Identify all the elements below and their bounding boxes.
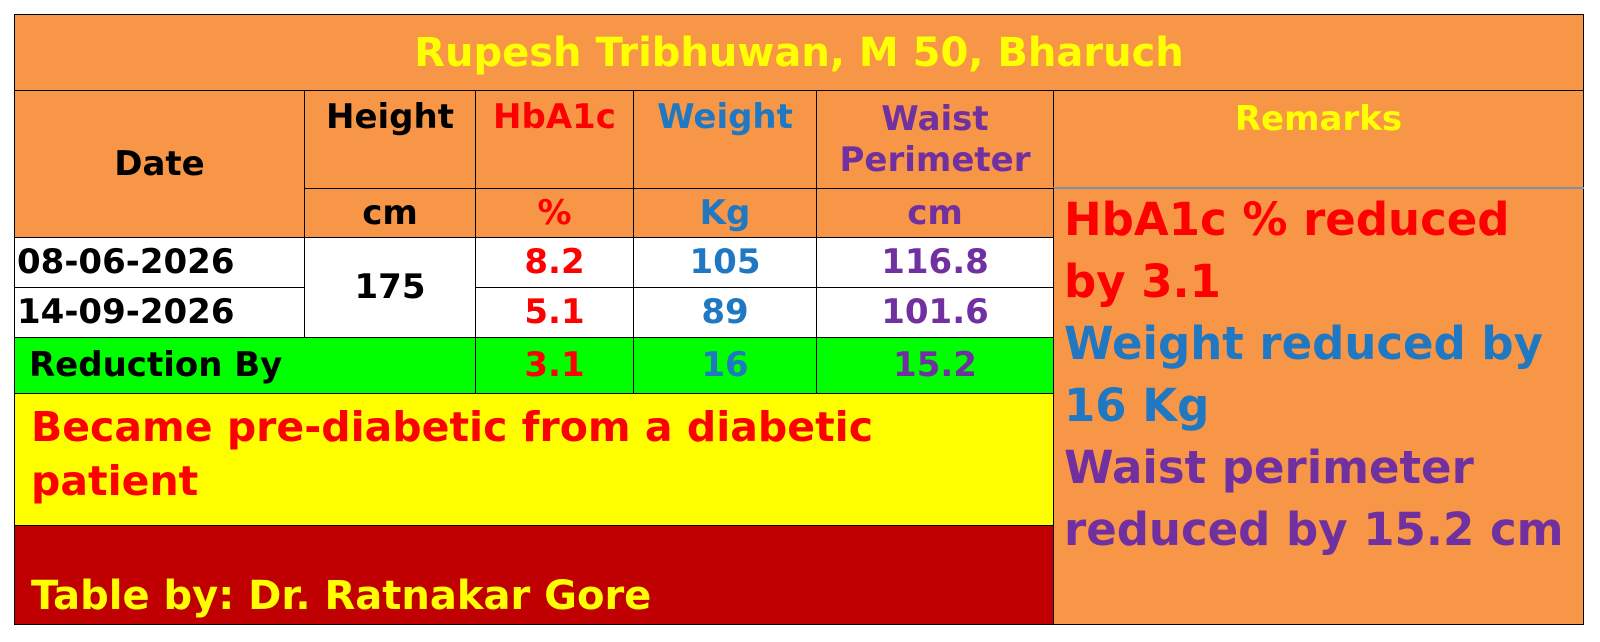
unit: cm <box>816 188 1054 238</box>
weight-header: Weight <box>633 90 817 189</box>
unit: Kg <box>633 188 817 238</box>
reduction-label: Reduction By <box>14 337 476 394</box>
date-cell: 14-09-2026 <box>14 287 305 338</box>
hba1c-header: HbA1c <box>475 90 634 189</box>
date-cell: 08-06-2026 <box>14 237 305 288</box>
remarks-header: Remarks <box>1234 99 1403 139</box>
cell: 15.2 <box>816 337 1054 394</box>
cell: 5.1 <box>475 287 634 338</box>
remarks-body: HbA1c % reduced by 3.1 Weight reduced by… <box>1054 189 1583 561</box>
cell: 105 <box>633 237 817 288</box>
cell: 3.1 <box>475 337 634 394</box>
cell: 101.6 <box>816 287 1054 338</box>
credit: Table by: Dr. Ratnakar Gore <box>14 525 1054 625</box>
date-header: Date <box>14 90 305 238</box>
divider <box>1053 187 1584 189</box>
cell: 16 <box>633 337 817 394</box>
title: Rupesh Tribhuwan, M 50, Bharuch <box>14 14 1584 91</box>
cell: 8.2 <box>475 237 634 288</box>
height-value: 175 <box>304 237 476 338</box>
unit: cm <box>304 188 476 238</box>
cell: 89 <box>633 287 817 338</box>
height-header: Height <box>304 90 476 189</box>
remark: Waist perimeter reduced by 15.2 cm <box>1064 441 1564 556</box>
unit: % <box>475 188 634 238</box>
remark: HbA1c % reduced by 3.1 <box>1064 193 1510 308</box>
cell: 116.8 <box>816 237 1054 288</box>
waist-header: Waist Perimeter <box>816 90 1054 189</box>
remark: Weight reduced by 16 Kg <box>1064 317 1543 432</box>
note: Became pre-diabetic from a diabetic pati… <box>14 393 1054 526</box>
remarks-panel: Remarks HbA1c % reduced by 3.1 Weight re… <box>1053 90 1584 625</box>
